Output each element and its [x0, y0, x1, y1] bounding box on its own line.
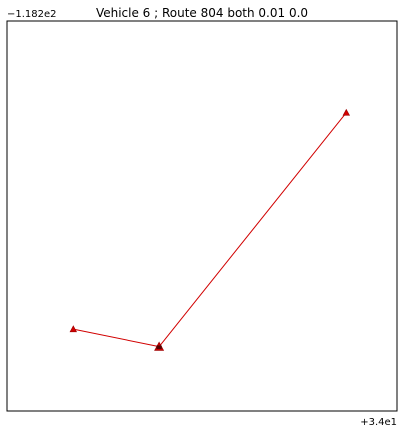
- route-point-1-3: [342, 108, 351, 116]
- series-layer: [69, 108, 351, 351]
- x-offset-label: +3.4e1: [360, 417, 397, 428]
- y-offset-label: −1.182e2: [7, 9, 57, 20]
- chart-title: Vehicle 6 ; Route 804 both 0.01 0.0: [96, 6, 308, 20]
- plot-area: [6, 20, 398, 412]
- route-point-1-1: [69, 325, 78, 333]
- axes-frame: [6, 20, 398, 412]
- route-point-overlay-1-2: [156, 345, 162, 350]
